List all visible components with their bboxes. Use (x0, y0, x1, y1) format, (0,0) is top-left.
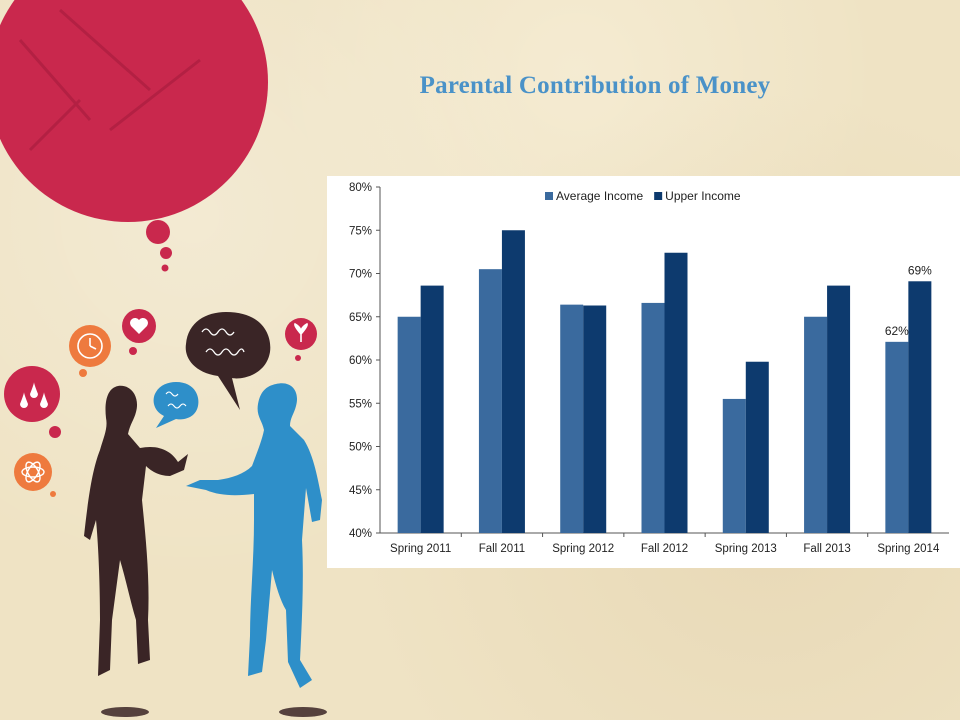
bar-upper-income (827, 285, 851, 533)
sprout-icon (285, 318, 317, 361)
chart-panel: 40% 45% 50% 55% 60% 65% 70% 75% 80% Spring 2011 Fa… (327, 176, 960, 568)
legend-swatch (654, 192, 663, 200)
y-tick-label: 50% (349, 442, 372, 454)
ground-shadow (101, 707, 149, 717)
legend-label: Average Income (556, 189, 643, 203)
thought-bubble-icon (0, 0, 268, 272)
atom-icon (14, 453, 56, 497)
x-tick-label: Fall 2012 (641, 543, 688, 555)
man-figure (186, 383, 322, 688)
bar-average-income (804, 316, 828, 533)
x-tick-label: Fall 2013 (803, 543, 850, 555)
x-tick-label: Spring 2014 (877, 543, 940, 555)
bar-average-income (478, 269, 502, 533)
ground-shadow (279, 707, 327, 717)
blue-speech-bubble-icon (153, 382, 199, 428)
legend-label: Upper Income (665, 189, 741, 203)
clock-icon (69, 325, 111, 377)
bar-average-income (560, 304, 584, 533)
slide-title: Parental Contribution of Money (419, 72, 771, 99)
y-tick-label: 65% (349, 312, 372, 324)
data-label: 69% (908, 263, 932, 277)
heart-icon (122, 309, 156, 355)
y-tick-label: 80% (349, 182, 372, 194)
bar-upper-income (420, 285, 444, 533)
y-tick-label: 70% (349, 269, 372, 281)
bar-average-income (885, 341, 909, 533)
bar-average-income (397, 316, 421, 533)
x-tick-label: Spring 2012 (552, 543, 614, 555)
x-tick-label: Spring 2013 (715, 543, 777, 555)
bar-upper-income (583, 305, 607, 533)
bar-upper-income (501, 230, 525, 533)
bar-chart: 40% 45% 50% 55% 60% 65% 70% 75% 80% Spring 2011 Fa… (349, 182, 949, 555)
droplets-icon (4, 366, 61, 438)
bar-average-income (722, 398, 746, 533)
y-tick-label: 55% (349, 398, 372, 410)
bar-average-income (641, 302, 665, 533)
decorative-illustration (0, 0, 327, 717)
y-tick-label: 75% (349, 225, 372, 237)
y-tick-label: 60% (349, 355, 372, 367)
bar-upper-income (908, 281, 932, 533)
legend-swatch (545, 192, 553, 200)
y-tick-label: 40% (349, 528, 372, 540)
x-tick-label: Spring 2011 (390, 543, 451, 555)
y-tick-label: 45% (349, 485, 372, 497)
data-label: 62% (885, 324, 909, 338)
scribble-speech-bubble-icon (185, 312, 271, 410)
bar-upper-income (664, 252, 688, 533)
x-tick-label: Fall 2011 (479, 543, 525, 555)
bar-upper-income (745, 361, 769, 533)
woman-figure (84, 385, 188, 676)
